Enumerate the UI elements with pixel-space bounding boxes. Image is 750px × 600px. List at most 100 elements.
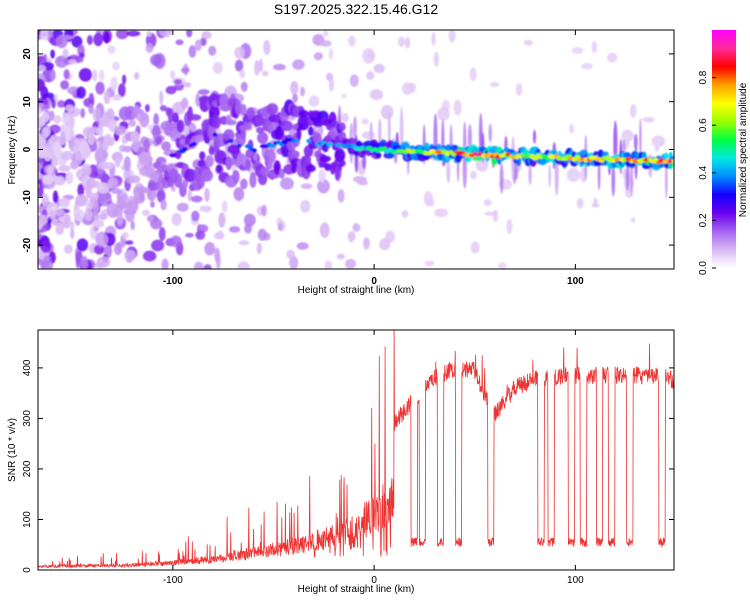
spectrogram-noise-blob — [651, 135, 666, 148]
spectrogram-ridge-blob — [334, 165, 341, 181]
spectrogram-noise-blob — [273, 63, 286, 71]
spectrogram-noise-blob — [483, 199, 492, 206]
spectrogram-noise-blob — [130, 220, 135, 231]
spectrogram-noise-blob — [94, 261, 106, 269]
spectrogram-core-blob — [574, 155, 580, 160]
spectrogram-noise-blob — [406, 82, 417, 93]
spectrogram-noise-blob — [328, 47, 334, 60]
spectrogram-core-blob — [306, 138, 312, 143]
spectrogram-core-blob — [236, 143, 242, 148]
spectrogram-noise-blob — [591, 40, 598, 54]
snr-panel: -100 0 100 0 100 200 300 400 Height of straight… — [7, 329, 675, 595]
spectrogram-ridge-blob — [173, 173, 183, 188]
spectrogram-noise-blob — [151, 239, 165, 252]
spectrogram-noise-blob — [38, 232, 42, 240]
spectrogram-noise-blob — [169, 235, 182, 248]
spectrogram-noise-blob — [379, 238, 391, 251]
spectrogram-noise-blob — [257, 228, 268, 241]
spectrogram-ridge-blob — [160, 199, 167, 211]
spectrogram-noise-blob — [70, 227, 75, 240]
spectrogram-noise-blob — [52, 190, 59, 204]
spectrogram-ridge-blob — [240, 129, 247, 139]
spectrogram-ridge-blob — [274, 125, 285, 141]
spectrogram-noise-blob — [38, 78, 46, 92]
spectrogram-ridge-blob — [200, 169, 214, 182]
spectrogram-ridge-blob — [147, 180, 161, 191]
spectrogram-ridge-blob — [298, 110, 310, 118]
spectrogram-ridge-blob — [260, 166, 270, 176]
spectrogram-noise-blob — [212, 61, 223, 74]
spectrogram-noise-blob — [277, 222, 283, 231]
spectrogram-ridge-blob — [240, 103, 247, 116]
spectrogram-noise-blob — [437, 107, 450, 121]
spectrogram-x-label: Height of straight line (km) — [298, 285, 415, 296]
spectrogram-noise-blob — [208, 45, 217, 56]
spectrogram-ridge-blob — [41, 193, 49, 208]
spectrogram-ridge-blob — [92, 199, 100, 215]
spectrogram-noise-blob — [234, 59, 244, 72]
spectrogram-ridge-blob — [102, 161, 114, 170]
spectrogram-noise-blob — [373, 63, 386, 74]
spectrogram-y-tick-label: 0 — [22, 146, 33, 152]
snr-y-tick-label: 400 — [22, 359, 33, 376]
spectrogram-noise-blob — [654, 146, 660, 152]
spectrogram-x-tick-label: 0 — [371, 276, 377, 287]
spectrogram-noise-blob — [324, 260, 333, 269]
spectrogram-ridge-blob — [42, 174, 54, 185]
spectrogram-streak — [369, 121, 373, 144]
spectrogram-noise-blob — [121, 231, 129, 239]
spectrogram-ridge-blob — [57, 134, 67, 146]
spectrogram-ridge-blob — [246, 107, 255, 120]
colorbar: 0.0 0.2 0.4 0.6 0.8 Normalized spectral ampl… — [698, 30, 749, 275]
spectrogram-noise-blob — [193, 261, 204, 269]
spectrogram-ridge-blob — [279, 168, 285, 179]
spectrogram-noise-blob — [566, 167, 581, 182]
spectrogram-ridge-blob — [257, 131, 269, 144]
spectrogram-noise-blob — [60, 80, 70, 90]
spectrogram-noise-blob — [63, 69, 70, 80]
spectrogram-ridge-blob — [280, 120, 293, 132]
spectrogram-streak — [446, 160, 451, 184]
spectrogram-noise-blob — [190, 195, 203, 203]
spectrogram-ridge-blob — [266, 162, 274, 170]
spectrogram-ridge-blob — [98, 213, 108, 220]
spectrogram-noise-blob — [191, 210, 200, 222]
spectrogram-noise-blob — [292, 59, 305, 70]
spectrogram-noise-blob — [76, 86, 86, 99]
spectrogram-noise-blob — [43, 255, 51, 266]
spectrogram-ridge-blob — [102, 150, 109, 159]
colorbar-tick-label: 0.8 — [698, 70, 709, 84]
spectrogram-ridge-blob — [266, 103, 279, 116]
spectrogram-ridge-blob — [75, 194, 88, 207]
spectrogram-ridge-blob — [94, 147, 107, 164]
spectrogram-core-blob — [293, 138, 300, 143]
spectrogram-noise-blob — [204, 241, 216, 256]
spectrogram-core-blob — [182, 147, 188, 152]
spectrogram-ridge-blob — [123, 145, 132, 153]
spectrogram-ridge-blob — [61, 150, 73, 161]
spectrogram-noise-blob — [185, 232, 194, 238]
spectrogram-noise-blob — [199, 205, 212, 213]
spectrogram-x-tick-label: 100 — [567, 276, 584, 287]
spectrogram-noise-blob — [492, 209, 499, 223]
spectrogram-ridge-blob — [400, 141, 410, 151]
spectrogram-noise-blob — [237, 261, 250, 269]
spectrogram-ridge-blob — [208, 146, 216, 156]
spectrogram-noise-blob — [41, 209, 48, 216]
spectrogram-ridge-blob — [256, 126, 265, 134]
spectrogram-noise-blob — [280, 177, 294, 190]
spectrogram-ridge-blob — [223, 129, 235, 142]
snr-x-label: Height of straight line (km) — [298, 584, 415, 595]
spectrogram-noise-blob — [328, 77, 334, 92]
spectrogram-ridge-blob — [252, 152, 258, 161]
spectrogram-noise-blob — [470, 170, 477, 180]
spectrogram-ridge-blob — [150, 191, 158, 199]
spectrogram-ridge-blob — [334, 148, 346, 163]
spectrogram-noise-blob — [319, 222, 330, 238]
spectrogram-core-blob — [326, 142, 334, 147]
spectrogram-noise-blob — [261, 204, 267, 217]
spectrogram-noise-blob — [593, 197, 598, 207]
spectrogram-noise-blob — [263, 39, 271, 56]
spectrogram-ridge-blob — [263, 148, 276, 165]
spectrogram-streak — [378, 118, 382, 147]
